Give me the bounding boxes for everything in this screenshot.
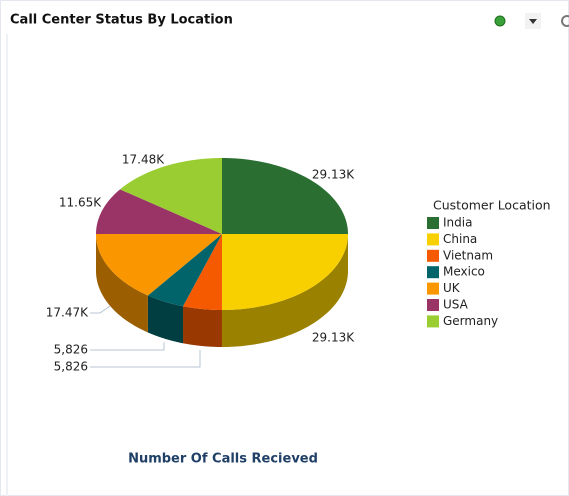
slice <box>96 234 222 296</box>
legend-label: Vietnam <box>443 248 493 262</box>
slice-side <box>147 295 184 344</box>
legend-swatch <box>427 315 439 328</box>
slice-side <box>221 234 348 347</box>
data-label: 11.65K <box>59 196 102 210</box>
data-label: 5,826 <box>54 343 88 357</box>
slice <box>222 158 348 235</box>
slice-side <box>96 234 148 333</box>
legend-label: India <box>443 216 472 230</box>
legend-swatch <box>427 299 439 311</box>
legend-label: Mexico <box>443 265 485 279</box>
data-label: 17.48K <box>122 153 165 167</box>
legend-swatch <box>427 217 439 229</box>
gear-icon[interactable] <box>561 15 569 27</box>
legend-swatch <box>427 282 439 295</box>
legend-label: Germany <box>443 314 498 328</box>
slice <box>183 234 222 310</box>
slice <box>147 234 222 307</box>
chart-title: Call Center Status By Location <box>10 13 233 28</box>
slice-side <box>183 306 222 347</box>
slice <box>96 189 222 235</box>
settings-icon[interactable] <box>494 15 506 27</box>
legend-label: China <box>443 232 477 246</box>
slice <box>120 158 222 234</box>
toolbar <box>494 13 569 29</box>
data-label: 17.47K <box>46 306 89 320</box>
legend-label: USA <box>443 298 469 312</box>
leader-line <box>90 350 201 368</box>
legend-label: UK <box>443 281 461 295</box>
leader-line <box>90 342 165 351</box>
leader-line <box>90 305 111 314</box>
legend-swatch <box>427 249 439 262</box>
legend-swatch <box>427 266 439 279</box>
slice <box>221 234 348 310</box>
data-label: 29.13K <box>312 168 355 182</box>
legend-title: Customer Location <box>433 198 551 213</box>
data-label: 5,826 <box>54 360 88 374</box>
menu-arrow <box>529 19 537 24</box>
data-label: 29.13K <box>312 331 355 345</box>
x-axis-label: Number Of Calls Recieved <box>128 452 318 467</box>
legend-swatch <box>427 233 439 246</box>
